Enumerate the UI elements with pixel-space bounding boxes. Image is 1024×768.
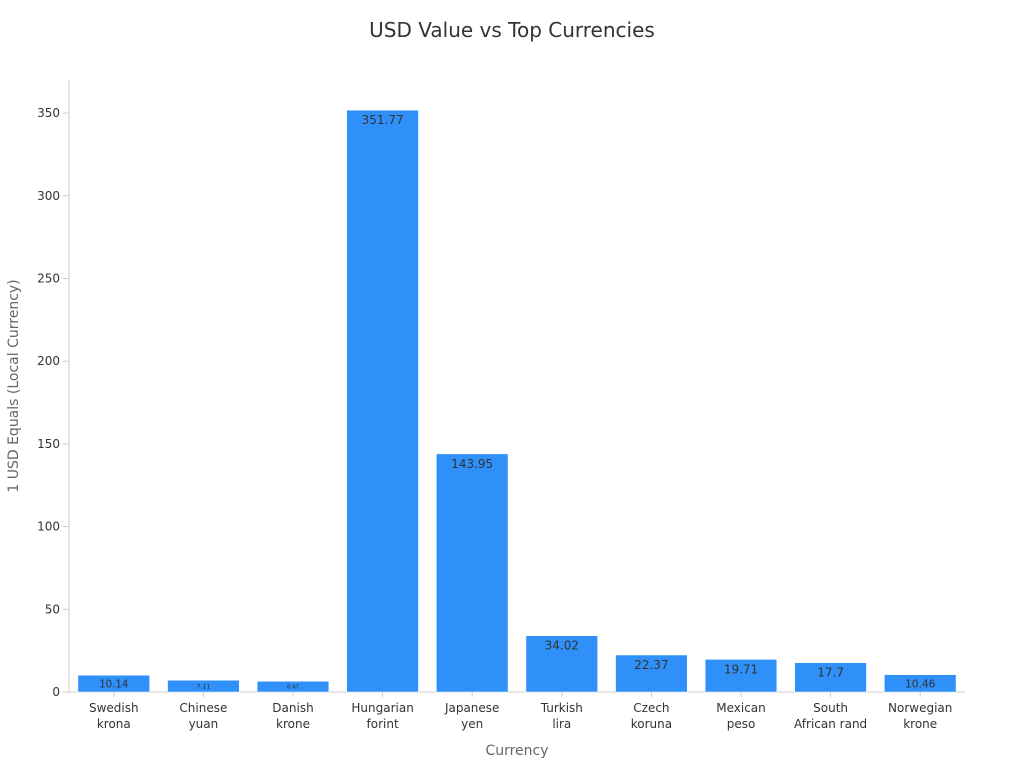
- y-tick-label: 250: [37, 271, 60, 285]
- x-axis-title: Currency: [485, 743, 548, 759]
- bar-value-label: 143.95: [451, 457, 493, 471]
- x-tick-label: Mexican peso: [716, 701, 766, 731]
- chart-title: USD Value vs Top Currencies: [369, 18, 655, 42]
- bar-value-label: 22.37: [634, 658, 668, 672]
- bar-value-label: 351.77: [362, 113, 404, 127]
- y-tick-label: 200: [37, 354, 60, 368]
- x-tick-label: Norwegian krone: [888, 701, 952, 731]
- x-tick-label: Hungarian forint: [351, 701, 413, 731]
- bar-value-label: 19.71: [724, 662, 758, 676]
- x-tick-label: Japanese yen: [444, 701, 500, 731]
- x-tick-label: South African rand: [794, 701, 867, 731]
- bar-value-label: 6.47: [287, 685, 299, 691]
- y-tick-label: 150: [37, 437, 60, 451]
- bar: [346, 109, 419, 693]
- bar-value-label: 10.14: [99, 679, 128, 690]
- bar-value-label: 17.7: [817, 666, 844, 680]
- axes: [68, 80, 965, 693]
- x-tick-label: Swedish krona: [89, 701, 139, 731]
- bar: [615, 654, 688, 693]
- x-tick-label: Czech koruna: [631, 701, 672, 731]
- bar-value-label: 7.11: [197, 683, 211, 690]
- x-ticks: Swedish krona Chinese yuan Danish krone Hungar…: [89, 692, 952, 731]
- y-axis-title: 1 USD Equals (Local Currency): [6, 279, 22, 492]
- y-tick-label: 350: [37, 106, 60, 120]
- x-tick-label: Danish krone: [272, 701, 313, 731]
- x-tick-label: Turkish lira: [540, 701, 583, 731]
- y-ticks: 0 50 100 150 200 250 300 350: [37, 106, 69, 699]
- y-tick-label: 0: [52, 685, 60, 699]
- x-tick-label: Chinese yuan: [179, 701, 227, 731]
- y-tick-label: 300: [37, 189, 60, 203]
- bar-labels: 10.14 7.11 6.47 351.77 143.95 34.02 22.37 19.71…: [99, 113, 935, 691]
- bar: [704, 659, 778, 693]
- bar-value-label: 34.02: [545, 639, 579, 653]
- y-tick-label: 100: [37, 520, 60, 534]
- bars: [77, 109, 957, 693]
- bar-value-label: 10.46: [905, 677, 936, 690]
- bar: [436, 453, 509, 693]
- y-tick-label: 50: [45, 602, 60, 616]
- bar: [525, 635, 598, 693]
